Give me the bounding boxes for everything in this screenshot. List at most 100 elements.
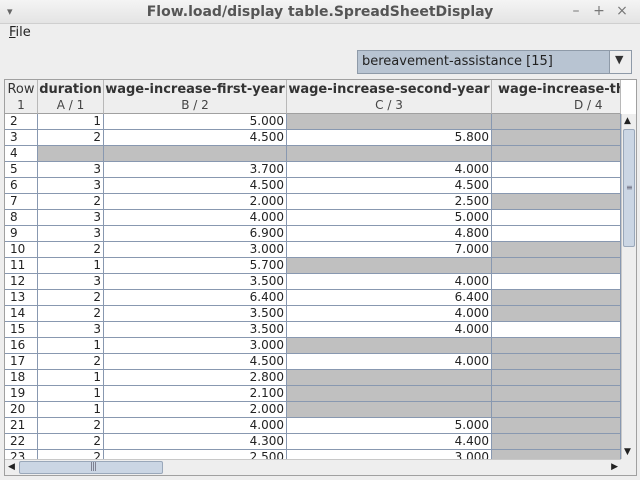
table-cell[interactable]: 2 <box>38 242 104 258</box>
table-cell[interactable]: 3 <box>38 178 104 194</box>
table-cell[interactable]: 4.400 <box>287 434 492 450</box>
missing-cell[interactable] <box>287 402 492 418</box>
table-cell[interactable] <box>492 162 621 178</box>
table-cell[interactable]: 3.500 <box>104 306 287 322</box>
table-cell[interactable]: 5.800 <box>287 130 492 146</box>
row-column-header[interactable]: Row 1 <box>5 80 38 114</box>
table-cell[interactable]: 4.000 <box>287 306 492 322</box>
table-cell[interactable]: 1 <box>38 114 104 130</box>
table-cell[interactable]: 2.000 <box>104 402 287 418</box>
missing-cell[interactable] <box>287 146 492 162</box>
scroll-left-icon[interactable]: ◀ <box>8 462 15 472</box>
row-number[interactable]: 11 <box>5 258 38 274</box>
table-cell[interactable]: 2 <box>38 434 104 450</box>
table-cell[interactable]: 2 <box>38 194 104 210</box>
column-header-wage-increase-second-year[interactable]: wage-increase-second-year C / 3 <box>287 80 492 114</box>
table-cell[interactable] <box>492 210 621 226</box>
row-number[interactable]: 14 <box>5 306 38 322</box>
table-cell[interactable]: 1 <box>38 370 104 386</box>
table-cell[interactable]: 4.300 <box>104 434 287 450</box>
table-cell[interactable]: 2 <box>38 450 104 459</box>
missing-cell[interactable] <box>492 290 621 306</box>
table-cell[interactable]: 1 <box>38 402 104 418</box>
column-header-duration[interactable]: duration A / 1 <box>38 80 104 114</box>
missing-cell[interactable] <box>38 146 104 162</box>
maximize-icon[interactable]: + <box>593 3 605 19</box>
row-number[interactable]: 23 <box>5 450 38 459</box>
column-header-wage-increase-third-year[interactable]: wage-increase-th D / 4 <box>492 80 621 114</box>
missing-cell[interactable] <box>104 146 287 162</box>
table-cell[interactable] <box>492 274 621 290</box>
table-cell[interactable]: 4.000 <box>104 418 287 434</box>
row-number[interactable]: 19 <box>5 386 38 402</box>
attribute-selector-button[interactable]: ▼ <box>609 51 631 73</box>
row-number[interactable]: 21 <box>5 418 38 434</box>
scroll-right-icon[interactable]: ▶ <box>611 462 618 472</box>
table-cell[interactable]: 3.700 <box>104 162 287 178</box>
missing-cell[interactable] <box>287 386 492 402</box>
row-number[interactable]: 3 <box>5 130 38 146</box>
table-cell[interactable]: 3.000 <box>287 450 492 459</box>
row-number[interactable]: 8 <box>5 210 38 226</box>
table-cell[interactable]: 7.000 <box>287 242 492 258</box>
missing-cell[interactable] <box>492 450 621 459</box>
table-cell[interactable]: 4.000 <box>287 274 492 290</box>
table-cell[interactable] <box>492 322 621 338</box>
missing-cell[interactable] <box>492 338 621 354</box>
scroll-up-icon[interactable]: ▲ <box>624 116 631 126</box>
menu-file[interactable]: File <box>9 25 31 40</box>
missing-cell[interactable] <box>492 130 621 146</box>
table-cell[interactable]: 2 <box>38 290 104 306</box>
row-number[interactable]: 18 <box>5 370 38 386</box>
close-icon[interactable]: × <box>616 3 628 19</box>
table-cell[interactable]: 3 <box>38 210 104 226</box>
row-number[interactable]: 9 <box>5 226 38 242</box>
table-cell[interactable]: 1 <box>38 338 104 354</box>
row-number[interactable]: 12 <box>5 274 38 290</box>
table-cell[interactable]: 2 <box>38 418 104 434</box>
table-cell[interactable]: 3.000 <box>104 242 287 258</box>
vertical-scrollbar[interactable]: ▲ ≡ ▼ <box>621 114 636 459</box>
table-cell[interactable]: 4.000 <box>287 162 492 178</box>
table-cell[interactable]: 3 <box>38 162 104 178</box>
missing-cell[interactable] <box>287 338 492 354</box>
missing-cell[interactable] <box>492 402 621 418</box>
missing-cell[interactable] <box>492 146 621 162</box>
missing-cell[interactable] <box>492 434 621 450</box>
table-cell[interactable]: 1 <box>38 386 104 402</box>
minimize-icon[interactable]: – <box>572 3 580 19</box>
table-cell[interactable]: 6.400 <box>104 290 287 306</box>
table-cell[interactable]: 4.000 <box>104 210 287 226</box>
missing-cell[interactable] <box>287 370 492 386</box>
table-cell[interactable]: 2.800 <box>104 370 287 386</box>
row-number[interactable]: 22 <box>5 434 38 450</box>
table-cell[interactable]: 2.500 <box>104 450 287 459</box>
table-cell[interactable]: 4.500 <box>104 178 287 194</box>
row-number[interactable]: 7 <box>5 194 38 210</box>
row-number[interactable]: 20 <box>5 402 38 418</box>
row-number[interactable]: 10 <box>5 242 38 258</box>
table-cell[interactable]: 3 <box>38 274 104 290</box>
table-cell[interactable]: 5.000 <box>104 114 287 130</box>
table-cell[interactable]: 4.500 <box>104 130 287 146</box>
missing-cell[interactable] <box>287 258 492 274</box>
missing-cell[interactable] <box>287 114 492 130</box>
table-cell[interactable]: 2.500 <box>287 194 492 210</box>
table-cell[interactable]: 2 <box>38 306 104 322</box>
row-number[interactable]: 17 <box>5 354 38 370</box>
column-header-wage-increase-first-year[interactable]: wage-increase-first-year B / 2 <box>104 80 287 114</box>
row-number[interactable]: 5 <box>5 162 38 178</box>
table-cell[interactable] <box>492 226 621 242</box>
row-number[interactable]: 15 <box>5 322 38 338</box>
attribute-selector[interactable]: bereavement-assistance [15] ▼ <box>357 50 632 74</box>
table-cell[interactable]: 4.000 <box>287 322 492 338</box>
table-cell[interactable]: 5.700 <box>104 258 287 274</box>
table-cell[interactable]: 4.500 <box>104 354 287 370</box>
row-number[interactable]: 13 <box>5 290 38 306</box>
table-cell[interactable]: 2.100 <box>104 386 287 402</box>
table-cell[interactable]: 2 <box>38 354 104 370</box>
table-cell[interactable]: 6.400 <box>287 290 492 306</box>
table-cell[interactable]: 5.000 <box>287 210 492 226</box>
missing-cell[interactable] <box>492 386 621 402</box>
missing-cell[interactable] <box>492 370 621 386</box>
